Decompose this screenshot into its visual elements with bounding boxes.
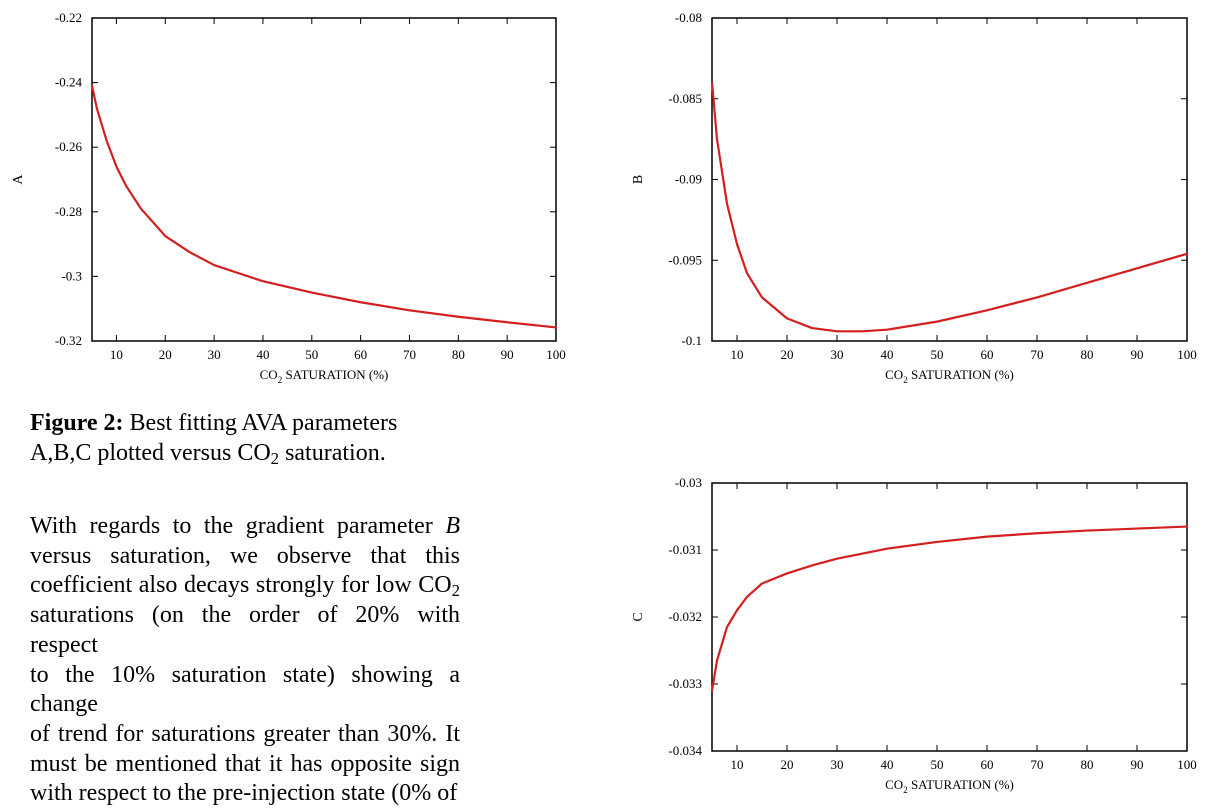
y-tick-label: -0.3 [61,268,82,283]
x-tick-label: 90 [1131,757,1144,772]
paragraph-line: coefficient also decays strongly for low… [30,571,460,601]
x-tick-label: 50 [931,347,944,362]
y-axis-label: C [631,612,646,621]
x-axis-label: CO2 SATURATION (%) [885,777,1014,795]
x-tick-label: 40 [256,347,269,362]
chart-c: 10 20 30 40 50 60 70 80 90 100 -0.034 -0.033 -0.032 -… [620,468,1209,806]
plot-frame [91,17,557,342]
plot-frame [711,482,1188,752]
paragraph-line: versus saturation, we observe that this [30,542,460,572]
paragraph-text: saturations (on the order of 20% with re… [30,602,460,658]
caption-text-end: saturation. [279,440,386,466]
paragraph-text: versus saturation, we observe that this [30,542,460,569]
paragraph-line: to the 10% saturation state) showing a c… [30,661,460,720]
y-tick-label: -0.22 [55,10,82,25]
series-line [710,525,1189,692]
figure-caption: Figure 2: Best fitting AVA parameters A,… [30,408,450,468]
chart-b: 10 20 30 40 50 60 70 80 90 100 -0.1 -0.095 -0.09 -0.0… [620,0,1209,400]
figure-label: Figure 2: [30,410,124,436]
x-tick-label: 60 [981,347,994,362]
x-tick-label: 70 [1031,347,1044,362]
x-tick-label: 50 [305,347,318,362]
x-tick-label: 90 [501,347,514,362]
y-axis-label: B [631,175,646,184]
paragraph-text: B [445,513,460,539]
x-tick-label: 70 [403,347,416,362]
caption-text: Best fitting AVA parameters A,B,C plotte… [30,410,398,466]
chart-c-svg: 10 20 30 40 50 60 70 80 90 100 -0.034 -0.033 -0.032 -… [631,475,1197,795]
x-tick-label: 100 [1177,347,1197,362]
x-tick-label: 30 [831,757,844,772]
x-tick-label: 80 [452,347,465,362]
y-tick-label: -0.03 [675,475,702,490]
y-tick-label: -0.033 [668,676,702,691]
x-tick-label: 60 [354,347,367,362]
paragraph-text: of trend for saturations greater than 30… [30,720,460,747]
y-tick-label: -0.24 [55,75,83,90]
y-tick-label: -0.1 [681,333,702,348]
x-tick-label: 20 [781,347,794,362]
x-tick-label: 40 [881,757,894,772]
series-line [90,84,558,329]
x-tick-label: 100 [1177,757,1197,772]
chart-a: 10 20 30 40 50 60 70 80 90 100 -0.32 -0.3 -0.28 -0.26… [0,0,580,400]
x-tick-label: 80 [1081,347,1094,362]
paragraph-text: to the 10% saturation state) showing a c… [30,661,460,718]
series-line [710,81,1189,333]
caption-subscript: 2 [270,449,280,469]
x-tick-label: 40 [881,347,894,362]
paragraph-text: must be mentioned that it has opposite s… [30,750,460,777]
x-axis-label: CO2 SATURATION (%) [885,367,1014,385]
y-tick-label: -0.08 [675,10,702,25]
y-tick-label: -0.26 [55,139,83,154]
y-tick-label: -0.085 [668,91,702,106]
x-axis-label: CO2 SATURATION (%) [260,367,389,385]
body-paragraph: With regards to the gradient parameter B… [30,512,460,809]
chart-a-svg: 10 20 30 40 50 60 70 80 90 100 -0.32 -0.3 -0.28 -0.26… [11,10,566,385]
paragraph-line: saturations (on the order of 20% with re… [30,601,460,660]
x-tick-label: 70 [1031,757,1044,772]
x-tick-label: 10 [731,757,744,772]
y-tick-label: -0.28 [55,204,82,219]
y-tick-label: -0.09 [675,172,702,187]
paragraph-text: 2 [451,581,460,601]
x-tick-label: 60 [981,757,994,772]
x-tick-label: 50 [931,757,944,772]
y-tick-label: -0.32 [55,333,82,348]
paragraph-line: must be mentioned that it has opposite s… [30,750,460,780]
paragraph-text: with respect to the pre-injection state … [30,780,458,807]
x-tick-label: 80 [1081,757,1094,772]
x-tick-label: 30 [208,347,221,362]
plot-frame [711,17,1188,342]
y-tick-label: -0.095 [668,252,702,267]
paragraph-line: of trend for saturations greater than 30… [30,720,460,750]
x-tick-label: 10 [110,347,123,362]
y-tick-label: -0.034 [668,743,702,758]
paragraph-line: with respect to the pre-injection state … [30,779,460,809]
paragraph-text: With regards to the gradient parameter [30,513,446,539]
y-axis-label: A [11,174,26,185]
x-tick-label: 100 [546,347,566,362]
x-tick-label: 90 [1131,347,1144,362]
x-tick-label: 20 [159,347,172,362]
y-tick-label: -0.032 [668,609,702,624]
x-tick-label: 20 [781,757,794,772]
paragraph-text: coefficient also decays strongly for low… [30,572,452,599]
paragraph-line: With regards to the gradient parameter B [30,512,460,542]
chart-b-svg: 10 20 30 40 50 60 70 80 90 100 -0.1 -0.095 -0.09 -0.0… [631,10,1197,385]
x-tick-label: 10 [731,347,744,362]
y-tick-label: -0.031 [668,542,702,557]
x-tick-label: 30 [831,347,844,362]
